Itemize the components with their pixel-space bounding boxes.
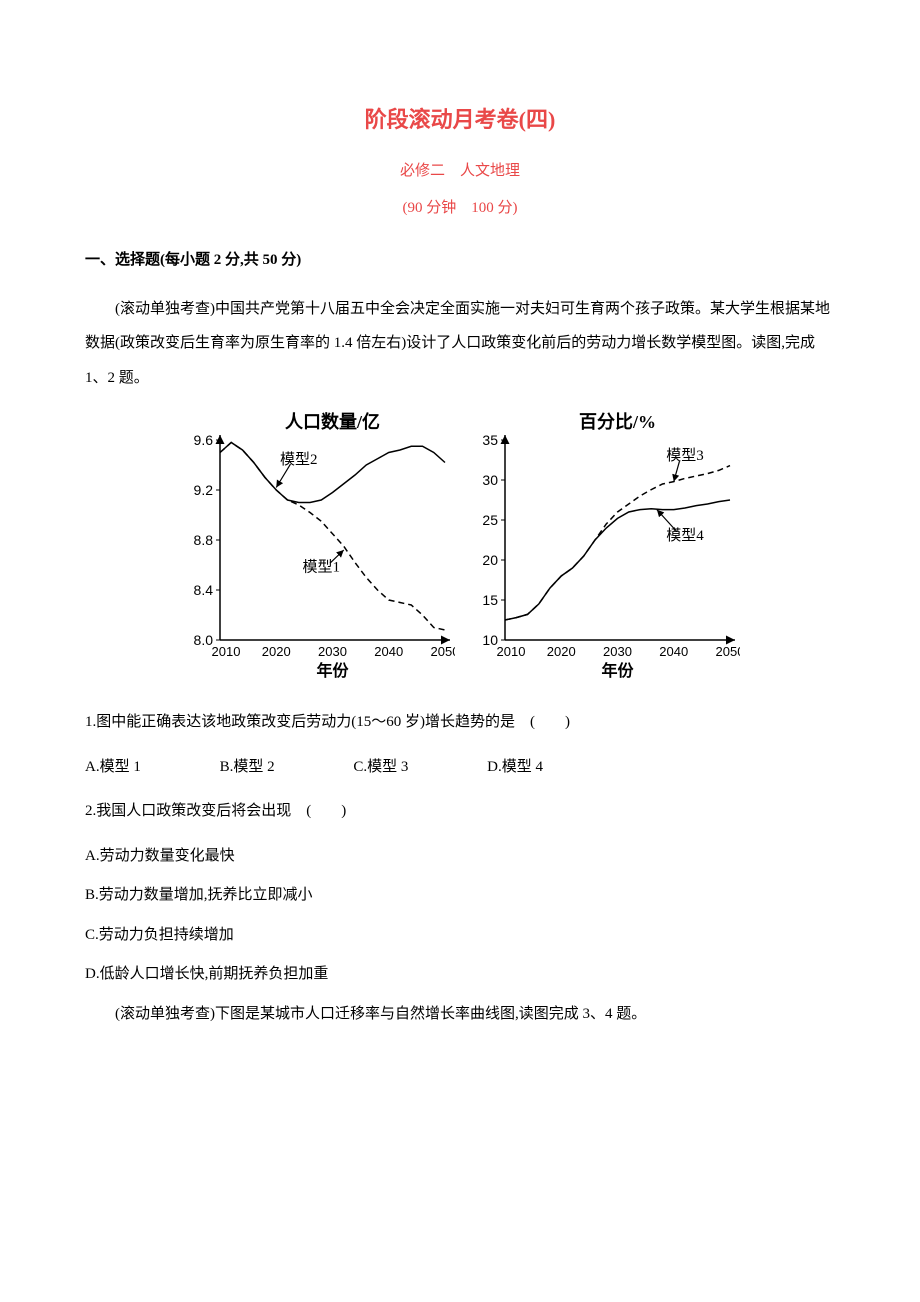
page-subtitle: 必修二 人文地理 bbox=[85, 158, 835, 185]
q1-option-a: A.模型 1 bbox=[85, 750, 141, 785]
q2-option-c: C.劳动力负担持续增加 bbox=[85, 918, 835, 953]
section2-intro: (滚动单独考查)下图是某城市人口迁移率与自然增长率曲线图,读图完成 3、4 题。 bbox=[85, 997, 835, 1032]
q2-option-d: D.低龄人口增长快,前期抚养负担加重 bbox=[85, 957, 835, 992]
svg-text:2020: 2020 bbox=[262, 644, 291, 659]
svg-text:百分比/%: 百分比/% bbox=[579, 412, 656, 432]
charts-container: 人口数量/亿8.08.48.89.29.62010202020302040205… bbox=[85, 410, 835, 685]
svg-text:8.0: 8.0 bbox=[194, 632, 214, 648]
svg-text:模型2: 模型2 bbox=[280, 451, 318, 468]
svg-text:2040: 2040 bbox=[374, 644, 403, 659]
svg-text:9.6: 9.6 bbox=[194, 432, 214, 448]
chart-left: 人口数量/亿 8.0 8.4 8.8 9.2 9.6 2010 2020 2030 2040 205… bbox=[180, 410, 455, 685]
svg-text:2030: 2030 bbox=[318, 644, 347, 659]
q1-option-b: B.模型 2 bbox=[220, 750, 275, 785]
svg-text:年份: 年份 bbox=[316, 661, 349, 680]
question-1-options: A.模型 1 B.模型 2 C.模型 3 D.模型 4 bbox=[85, 750, 835, 785]
svg-text:35: 35 bbox=[482, 432, 498, 448]
question-2: 2.我国人口政策改变后将会出现 ( ) bbox=[85, 794, 835, 829]
section-heading: 一、选择题(每小题 2 分,共 50 分) bbox=[85, 247, 835, 274]
svg-text:2010: 2010 bbox=[212, 644, 241, 659]
svg-text:20: 20 bbox=[482, 552, 498, 568]
svg-text:2050: 2050 bbox=[716, 644, 740, 659]
svg-text:30: 30 bbox=[482, 472, 498, 488]
svg-text:2030: 2030 bbox=[603, 644, 632, 659]
q1-option-d: D.模型 4 bbox=[487, 750, 543, 785]
q2-option-b: B.劳动力数量增加,抚养比立即减小 bbox=[85, 878, 835, 913]
page-timing: (90 分钟 100 分) bbox=[85, 195, 835, 222]
svg-text:模型4: 模型4 bbox=[666, 527, 704, 544]
svg-text:8.8: 8.8 bbox=[194, 532, 214, 548]
intro-paragraph: (滚动单独考查)中国共产党第十八届五中全会决定全面实施一对夫妇可生育两个孩子政策… bbox=[85, 292, 835, 396]
svg-text:15: 15 bbox=[482, 592, 498, 608]
chart-right: 百分比/%10152025303520102020203020402050年份模… bbox=[465, 410, 740, 685]
svg-text:9.2: 9.2 bbox=[194, 482, 214, 498]
svg-text:人口数量/亿: 人口数量/亿 bbox=[285, 411, 380, 432]
svg-text:8.4: 8.4 bbox=[194, 582, 214, 598]
svg-text:2020: 2020 bbox=[547, 644, 576, 659]
svg-text:2010: 2010 bbox=[497, 644, 526, 659]
page-title: 阶段滚动月考卷(四) bbox=[85, 100, 835, 140]
q1-option-c: C.模型 3 bbox=[353, 750, 408, 785]
svg-text:2050: 2050 bbox=[431, 644, 455, 659]
question-1: 1.图中能正确表达该地政策改变后劳动力(15～60 岁)增长趋势的是 ( ) bbox=[85, 705, 835, 740]
q2-option-a: A.劳动力数量变化最快 bbox=[85, 839, 835, 874]
svg-text:25: 25 bbox=[482, 512, 498, 528]
svg-text:模型3: 模型3 bbox=[666, 447, 704, 464]
svg-text:年份: 年份 bbox=[601, 661, 634, 680]
svg-text:2040: 2040 bbox=[659, 644, 688, 659]
svg-text:模型1: 模型1 bbox=[302, 558, 340, 575]
